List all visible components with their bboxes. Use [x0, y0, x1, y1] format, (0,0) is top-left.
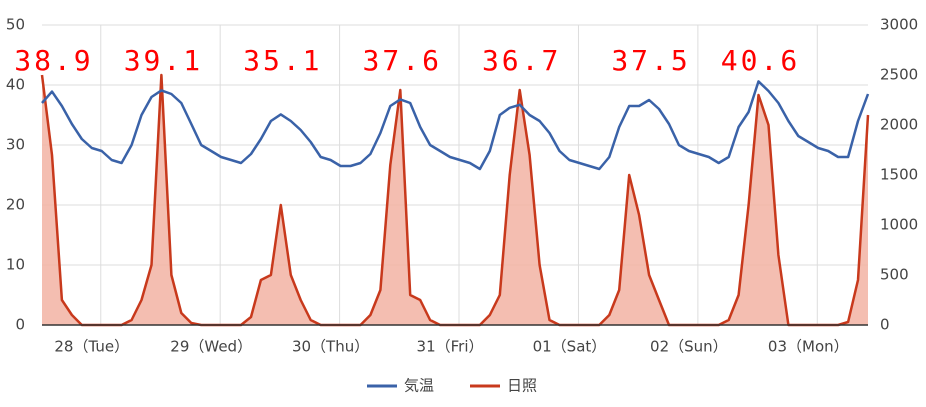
y-tick-label: 20	[6, 196, 25, 214]
x-tick-label: 30（Thu）	[292, 338, 369, 356]
value-label: 38.9	[14, 44, 93, 77]
y-tick-label: 10	[6, 256, 25, 274]
value-label: 40.6	[721, 44, 800, 77]
y-tick-label: 0	[15, 316, 25, 334]
y-tick-label: 30	[6, 136, 25, 154]
y2-tick-label: 3000	[880, 16, 918, 34]
x-tick-label: 02（Sun）	[650, 338, 728, 356]
value-label: 39.1	[124, 44, 203, 77]
value-label: 37.5	[611, 44, 690, 77]
y2-tick-label: 500	[880, 266, 909, 284]
value-label: 36.7	[482, 44, 561, 77]
y2-tick-label: 1500	[880, 166, 918, 184]
x-tick-label: 31（Fri）	[417, 338, 484, 356]
area	[42, 75, 868, 325]
value-label: 35.1	[243, 44, 322, 77]
legend-label: 日照	[507, 377, 537, 395]
line	[41, 80, 870, 171]
y2-tick-label: 1000	[880, 216, 918, 234]
value-label: 37.6	[363, 44, 442, 77]
x-tick-label: 01（Sat）	[533, 338, 607, 356]
y2-tick-label: 2000	[880, 116, 918, 134]
y-tick-label: 50	[6, 16, 25, 34]
y2-tick-label: 2500	[880, 66, 918, 84]
y2-tick-label: 0	[880, 316, 890, 334]
x-tick-label: 03（Mon）	[768, 338, 849, 356]
legend-label: 気温	[404, 377, 434, 395]
x-tick-label: 29（Wed）	[170, 338, 252, 356]
y-tick-label: 40	[6, 76, 25, 94]
x-tick-label: 28（Tue）	[54, 338, 129, 356]
